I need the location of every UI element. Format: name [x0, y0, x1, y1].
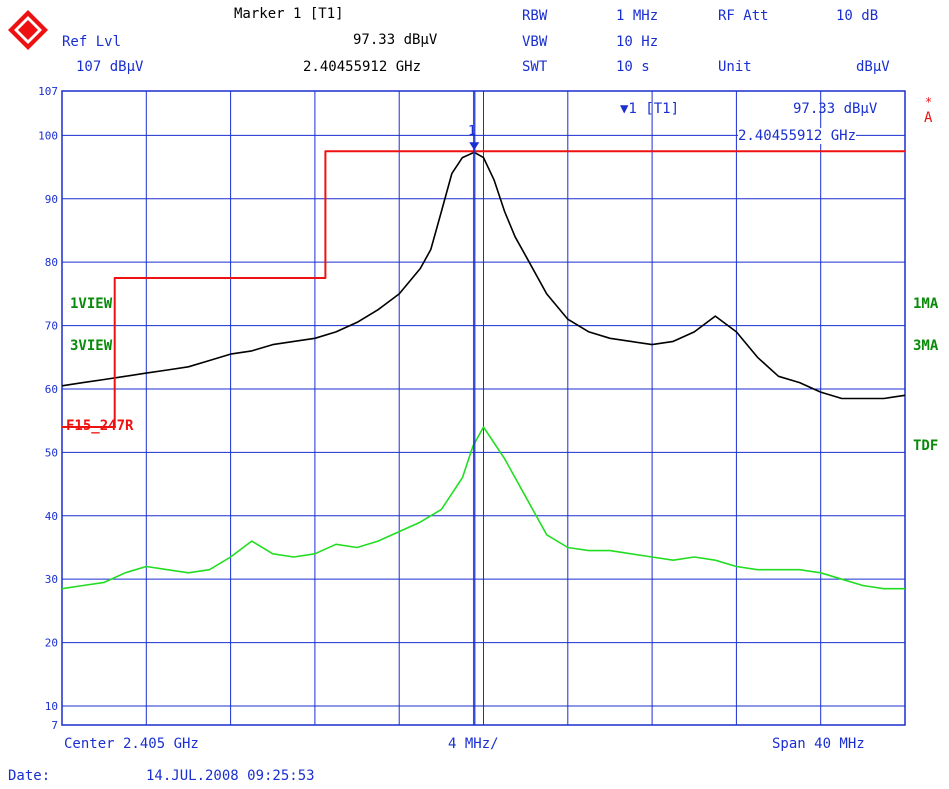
- trace3-view-label: 3VIEW: [70, 338, 113, 354]
- limit-line-label: F15_247R: [66, 418, 134, 434]
- limit-line: [62, 150, 905, 428]
- swt-value: 10 s: [616, 59, 650, 75]
- marker-box-level: 97.33 dBµV: [793, 101, 878, 117]
- date-value: 14.JUL.2008 09:25:53: [146, 768, 315, 784]
- trace1-detector-label: 1MA: [913, 296, 939, 312]
- unit-value: dBµV: [856, 59, 890, 75]
- marker-frequency: 2.40455912 GHz: [303, 59, 422, 75]
- y-tick-label: 10: [45, 700, 58, 713]
- vbw-label: VBW: [522, 34, 548, 50]
- y-tick-label: 40: [45, 510, 58, 523]
- marker-title: Marker 1 [T1]: [234, 6, 344, 22]
- marker-box-frequency: 2.40455912 GHz: [738, 128, 857, 144]
- y-tick-label: 80: [45, 256, 58, 269]
- trace1-view-label: 1VIEW: [70, 296, 113, 312]
- ref-level-value: 107 dBµV: [76, 59, 144, 75]
- y-tick-label: 7: [51, 719, 58, 732]
- plot-grid: [61, 90, 906, 726]
- y-tick-label: 20: [45, 637, 58, 650]
- vbw-value: 10 Hz: [616, 34, 659, 50]
- unit-label: Unit: [718, 59, 752, 75]
- marker-group: [469, 91, 480, 725]
- frequency-per-division: 4 MHz/: [448, 736, 499, 752]
- trigger-a-indicator: A: [924, 110, 933, 126]
- y-tick-label: 70: [45, 320, 58, 333]
- y-tick-label: 100: [38, 129, 58, 142]
- rf-att-label: RF Att: [718, 8, 769, 24]
- trace-3: [61, 426, 905, 590]
- y-tick-label: 107: [38, 85, 58, 98]
- marker-level: 97.33 dBµV: [353, 32, 438, 48]
- marker-number: 1: [468, 124, 476, 139]
- y-tick-label: 90: [45, 193, 58, 206]
- marker-triangle: [469, 142, 480, 151]
- rohde-schwarz-logo: [8, 10, 48, 50]
- transducer-label: TDF: [913, 438, 939, 454]
- date-label: Date:: [8, 768, 51, 784]
- span: Span 40 MHz: [772, 736, 865, 752]
- y-tick-label: 60: [45, 383, 58, 396]
- rbw-label: RBW: [522, 8, 548, 24]
- swt-label: SWT: [522, 59, 548, 75]
- rbw-value: 1 MHz: [616, 8, 659, 24]
- center-frequency: Center 2.405 GHz: [64, 736, 199, 752]
- marker-box-label: ▼1 [T1]: [620, 101, 680, 117]
- star-indicator: *: [925, 95, 933, 109]
- rf-att-value: 10 dB: [836, 8, 879, 24]
- y-tick-label: 30: [45, 573, 58, 586]
- ref-level-label: Ref Lvl: [62, 34, 122, 50]
- y-tick-label: 50: [45, 446, 58, 459]
- trace3-detector-label: 3MA: [913, 338, 939, 354]
